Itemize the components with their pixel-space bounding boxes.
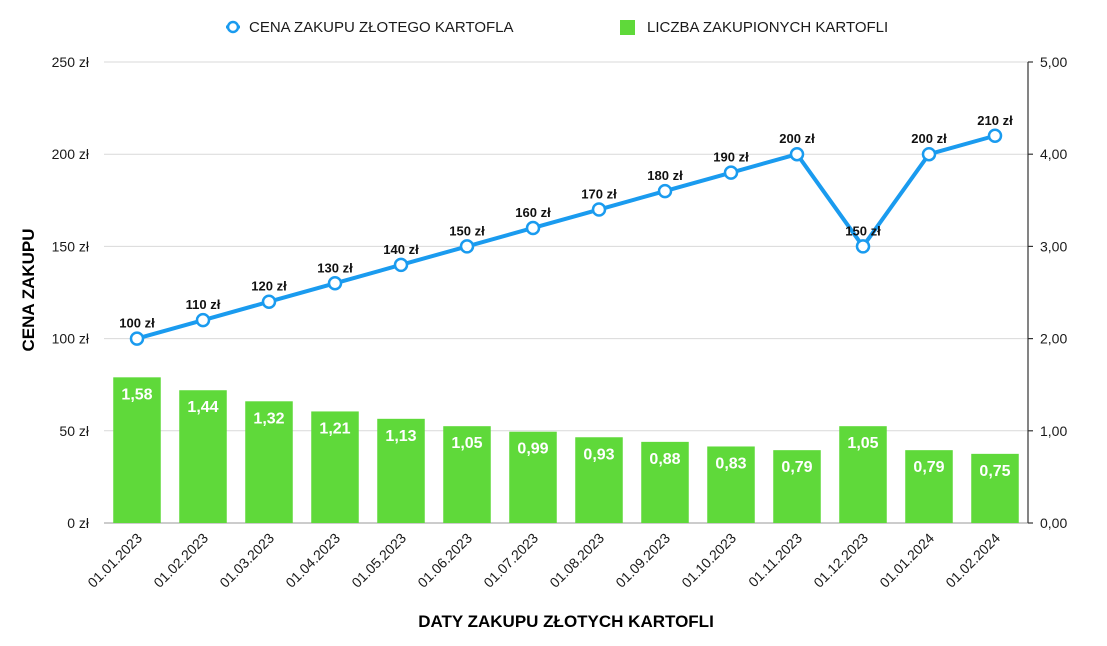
bar (971, 453, 1019, 523)
point-value-label: 120 zł (251, 279, 287, 294)
point-value-label: 150 zł (845, 223, 881, 238)
point-value-label: 170 zł (581, 187, 617, 202)
legend: CENA ZAKUPU ZŁOTEGO KARTOFLA LICZBA ZAKU… (226, 19, 888, 36)
bar (575, 437, 623, 523)
line-point (789, 146, 805, 162)
bar (245, 401, 293, 523)
x-tick-label: 01.10.2023 (678, 530, 739, 591)
line-point (327, 276, 343, 291)
bar (509, 431, 557, 523)
point-value-label: 190 zł (713, 150, 749, 165)
x-tick-label: 01.01.2023 (84, 530, 145, 591)
bar (377, 418, 425, 523)
legend-bar-label: LICZBA ZAKUPIONYCH KARTOFLI (647, 19, 888, 36)
line-point (723, 165, 739, 180)
left-tick-label: 50 zł (59, 423, 89, 439)
line-point (855, 239, 871, 254)
right-tick-label: 1,00 (1040, 423, 1067, 439)
x-axis-title: DATY ZAKUPU ZŁOTYCH KARTOFLI (418, 612, 714, 631)
bar (707, 446, 755, 523)
bar-value-label: 1,13 (385, 428, 416, 445)
bar (839, 426, 887, 523)
point-value-label: 200 zł (779, 131, 815, 146)
x-axis: 01.01.2023 01.02.2023 01.03.2023 01.04.2023… (84, 530, 1003, 591)
x-tick-label: 01.04.2023 (282, 530, 343, 591)
left-tick-label: 0 zł (67, 515, 90, 531)
gridlines (104, 61, 1028, 524)
bar-value-label: 0,79 (781, 459, 812, 476)
point-value-label: 130 zł (317, 260, 353, 275)
x-tick-label: 01.01.2024 (876, 530, 937, 591)
bar-value-label: 1,58 (121, 386, 152, 403)
line-point (657, 183, 673, 199)
point-value-label: 210 zł (977, 113, 1013, 128)
left-tick-label: 200 zł (52, 146, 90, 162)
point-value-label: 150 zł (449, 223, 485, 238)
line-point (129, 331, 145, 346)
x-tick-label: 01.08.2023 (546, 530, 607, 591)
point-value-label: 160 zł (515, 205, 551, 220)
line-point (459, 239, 475, 254)
x-tick-label: 01.06.2023 (414, 530, 475, 591)
y-axis-title: CENA ZAKUPU (19, 228, 38, 351)
x-tick-label: 01.11.2023 (745, 530, 805, 590)
bar-value-label: 1,32 (253, 410, 284, 427)
x-tick-label: 01.09.2023 (612, 530, 673, 591)
x-tick-label: 01.02.2023 (150, 530, 211, 591)
line-point (195, 312, 211, 328)
bar (179, 390, 227, 523)
x-tick-label: 01.12.2023 (810, 530, 871, 591)
right-tick-label: 0,00 (1040, 515, 1067, 531)
bar-value-label: 0,93 (583, 446, 614, 463)
bar (905, 450, 953, 523)
bar-value-label: 0,88 (649, 451, 680, 468)
x-tick-label: 01.07.2023 (480, 530, 541, 591)
left-tick-label: 250 zł (52, 54, 90, 70)
legend-bar-marker (620, 20, 635, 35)
bar-value-label: 1,05 (451, 435, 482, 452)
bar-value-label: 1,21 (319, 420, 350, 437)
bar (641, 441, 689, 523)
line-point (393, 257, 409, 273)
point-value-label: 200 zł (911, 131, 947, 146)
bar-series: 1,58 1,44 1,32 1,21 1,13 1,05 0,99 0,93 0,88 0,83… (113, 377, 1019, 523)
point-value-label: 110 zł (186, 297, 221, 312)
legend-line-marker (226, 20, 240, 34)
right-tick-label: 2,00 (1040, 331, 1067, 347)
legend-line-label: CENA ZAKUPU ZŁOTEGO KARTOFLA (249, 19, 514, 36)
bar (311, 411, 359, 523)
bar-value-label: 0,79 (913, 459, 944, 476)
line-series: 100 zł 110 zł 120 zł 130 zł 140 zł 150 zł 160 … (119, 113, 1013, 346)
bar-value-label: 1,05 (847, 435, 878, 452)
line-point (261, 294, 277, 309)
point-value-label: 140 zł (383, 242, 419, 257)
bar-value-label: 0,99 (517, 441, 548, 458)
point-value-label: 100 zł (119, 316, 155, 331)
point-value-label: 180 zł (647, 168, 683, 183)
line-point (921, 146, 937, 162)
bar-value-label: 0,83 (715, 455, 746, 472)
bar-value-label: 0,75 (979, 463, 1010, 480)
left-tick-label: 150 zł (52, 238, 90, 254)
bar (113, 377, 161, 523)
line-point (591, 202, 607, 217)
right-axis: 0,00 1,00 2,00 3,00 4,00 5,00 (1027, 54, 1067, 531)
line-point (525, 220, 541, 236)
x-tick-label: 01.03.2023 (216, 530, 277, 591)
bar-value-label: 1,44 (187, 399, 218, 416)
bar (773, 450, 821, 523)
price-line (135, 133, 997, 341)
x-tick-label: 01.05.2023 (348, 530, 409, 591)
line-point (987, 128, 1003, 144)
bar (443, 426, 491, 523)
left-tick-label: 100 zł (52, 331, 90, 347)
x-tick-label: 01.02.2024 (942, 530, 1003, 591)
left-axis: 0 zł 50 zł 100 zł 150 zł 200 zł 250 zł (52, 54, 90, 531)
right-tick-label: 3,00 (1040, 238, 1067, 254)
right-tick-label: 4,00 (1040, 146, 1067, 162)
right-tick-label: 5,00 (1040, 54, 1067, 70)
